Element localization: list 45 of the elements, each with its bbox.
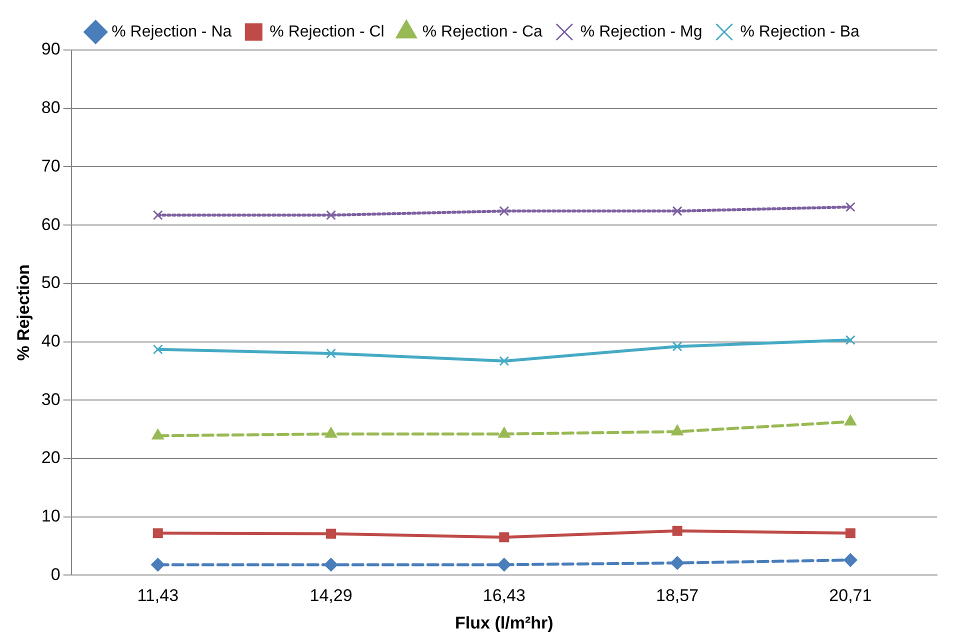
point (670, 556, 684, 570)
point (152, 344, 163, 354)
point (499, 356, 510, 366)
y-tick-label: 80 (41, 98, 60, 118)
point (499, 206, 510, 216)
x-tick-label: 16,43 (482, 586, 526, 606)
point (326, 528, 336, 539)
legend-label: % Rejection - Ca (422, 23, 543, 40)
point (844, 553, 858, 567)
y-tick-label: 90 (41, 40, 60, 59)
point (326, 348, 336, 358)
point (152, 210, 163, 220)
x-tick-label: 18,57 (656, 586, 699, 606)
y-tick-label: 0 (50, 564, 60, 584)
point (845, 335, 856, 346)
x-tick-label: 20,71 (829, 586, 872, 606)
point (152, 528, 163, 538)
y-tick-label: 40 (41, 331, 60, 350)
y-axis-title: % Rejection (14, 264, 33, 361)
point (845, 202, 856, 212)
legend-label: % Rejection - Na (112, 23, 232, 40)
point (324, 558, 338, 572)
point (499, 532, 510, 542)
legend-label: % Rejection - Mg (580, 23, 702, 40)
x-axis-title: Flux (l/m²hr) (455, 613, 554, 632)
point (845, 528, 856, 538)
y-tick-label: 30 (41, 390, 60, 409)
point (671, 424, 684, 436)
x-tick-label: 11,43 (137, 586, 179, 606)
point (672, 341, 682, 352)
y-tick-label: 10 (41, 506, 60, 526)
point (151, 558, 165, 572)
legend-label: % Rejection - Ba (740, 23, 860, 40)
point (672, 206, 682, 216)
legend-label: % Rejection - Cl (270, 23, 384, 40)
point (326, 210, 336, 220)
y-tick-label: 20 (41, 448, 60, 468)
y-tick-label: 50 (41, 273, 60, 292)
y-tick-label: 60 (41, 214, 60, 234)
point (498, 427, 510, 438)
point (497, 558, 511, 572)
point (672, 526, 682, 536)
point (325, 427, 337, 438)
y-tick-label: 70 (41, 156, 60, 176)
x-tick-label: 14,29 (310, 586, 352, 606)
